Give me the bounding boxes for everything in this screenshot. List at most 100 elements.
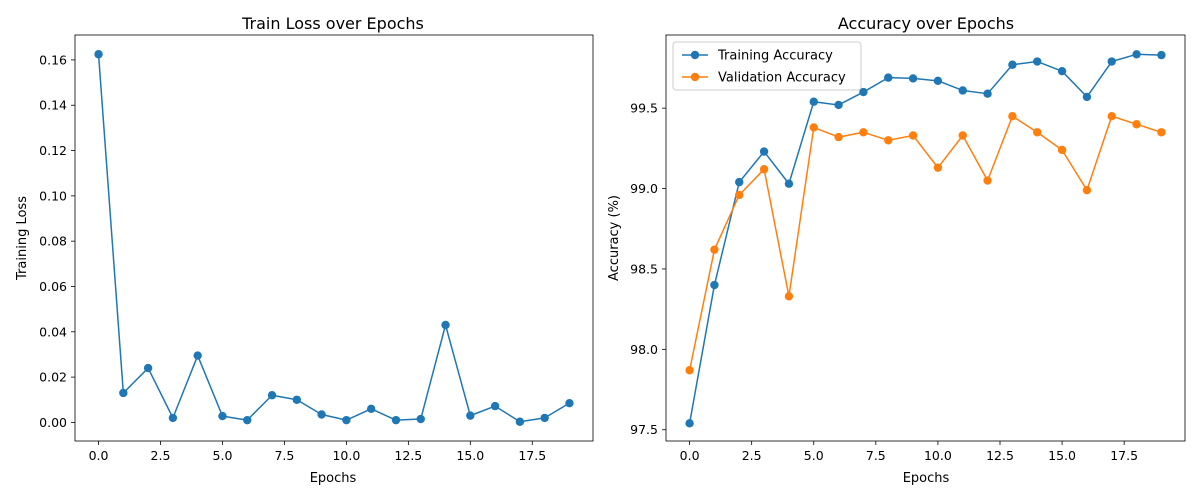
- data-point: [933, 76, 943, 86]
- x-tick-label: 12.5: [394, 448, 422, 463]
- x-tick-label: 5.0: [804, 448, 824, 463]
- x-tick-label: 15.0: [456, 448, 484, 463]
- legend-label-validation: Validation Accuracy: [718, 71, 846, 86]
- chart-title: Accuracy over Epochs: [838, 14, 1014, 33]
- data-point: [809, 123, 818, 132]
- data-point: [1107, 112, 1116, 121]
- data-point: [859, 128, 868, 137]
- data-point: [908, 131, 918, 140]
- x-tick-label: 10.0: [924, 448, 952, 463]
- data-point: [735, 190, 744, 200]
- series-line-1: [688, 53, 1162, 424]
- data-point: [267, 391, 277, 400]
- data-point: [685, 366, 694, 375]
- data-point: [143, 363, 153, 373]
- y-axis-label: Training Loss: [15, 196, 30, 281]
- x-axis-label: Epochs: [310, 471, 357, 486]
- accuracy-chart: Accuracy over Epochs Epochs Accuracy (%)…: [607, 14, 1186, 486]
- data-point: [490, 401, 500, 411]
- data-point: [515, 417, 525, 426]
- data-point: [884, 136, 893, 145]
- data-point: [735, 177, 744, 187]
- data-point: [884, 73, 893, 82]
- y-tick-label: 0.08: [39, 234, 67, 249]
- data-point: [685, 419, 694, 428]
- data-point: [809, 97, 818, 106]
- y-tick-label: 98.0: [630, 342, 658, 357]
- x-tick-label: 12.5: [986, 448, 1014, 463]
- y-tick-label: 99.0: [630, 181, 658, 196]
- data-point: [391, 415, 401, 425]
- axes-frame: [74, 34, 594, 442]
- y-tick-label: 0.12: [39, 143, 67, 158]
- x-tick-label: 0.0: [680, 448, 700, 463]
- y-axis-label: Accuracy (%): [607, 195, 622, 281]
- data-point: [342, 415, 351, 425]
- y-tick-label: 0.14: [39, 98, 67, 113]
- data-point: [958, 86, 967, 95]
- legend: Training Accuracy Validation Accuracy: [672, 41, 862, 91]
- data-point: [1057, 66, 1067, 76]
- axes-frame: [665, 34, 1186, 442]
- x-tick-label: 7.5: [866, 448, 886, 463]
- x-tick-label: 2.5: [742, 448, 762, 463]
- data-point: [317, 410, 326, 419]
- y-tick-label: 0.04: [39, 324, 67, 339]
- data-point: [1008, 112, 1017, 121]
- data-point: [1008, 60, 1017, 69]
- data-point: [540, 413, 549, 423]
- data-point: [1157, 128, 1166, 137]
- data-point: [983, 89, 992, 98]
- data-point: [834, 132, 843, 142]
- data-point: [565, 398, 574, 408]
- x-axis-label: Epochs: [903, 471, 950, 486]
- data-point: [1157, 50, 1166, 60]
- data-point: [1132, 50, 1141, 59]
- legend-marker-training: [690, 50, 700, 60]
- data-point: [759, 165, 769, 174]
- y-tick-label: 0.00: [39, 415, 67, 430]
- data-point: [119, 388, 128, 398]
- legend-marker-validation: [690, 72, 700, 82]
- data-point: [94, 50, 103, 59]
- x-tick-label: 7.5: [274, 448, 294, 463]
- x-tick-label: 0.0: [89, 448, 109, 463]
- data-point: [218, 411, 227, 421]
- data-point: [416, 414, 425, 424]
- data-point: [859, 87, 868, 97]
- y-tick-label: 99.5: [630, 101, 658, 116]
- x-tick-label: 17.5: [1110, 448, 1138, 463]
- x-tick-label: 15.0: [1048, 448, 1076, 463]
- y-tick-label: 0.02: [39, 370, 67, 385]
- data-point: [1082, 185, 1092, 195]
- data-point: [834, 100, 843, 110]
- tick-group: 0.0 2.5 5.0 7.5 10.0 12.5 15.0 17.5 97.5 98.0 98.5…: [630, 101, 1138, 463]
- data-point: [933, 163, 943, 172]
- y-tick-label: 0.16: [39, 52, 67, 67]
- x-tick-label: 2.5: [151, 448, 171, 463]
- x-tick-label: 17.5: [518, 448, 546, 463]
- data-point: [1107, 57, 1116, 66]
- data-point: [784, 179, 794, 188]
- data-point: [784, 292, 794, 301]
- data-point: [193, 351, 202, 360]
- data-point: [292, 395, 302, 404]
- legend-box: [672, 41, 862, 91]
- data-point: [466, 411, 475, 420]
- y-tick-label: 98.5: [630, 261, 658, 276]
- data-point: [983, 176, 992, 185]
- series-line-2: [688, 115, 1162, 371]
- y-tick-label: 0.10: [39, 188, 67, 203]
- data-point: [958, 131, 967, 140]
- data-point: [168, 413, 178, 423]
- data-point: [1082, 92, 1092, 102]
- tick-group: 0.0 2.5 5.0 7.5 10.0 12.5 15.0 17.5 0.00 0.02 0.04…: [39, 52, 546, 463]
- data-point: [441, 320, 450, 330]
- data-point: [1033, 128, 1042, 137]
- data-point: [710, 245, 719, 254]
- x-tick-label: 10.0: [332, 448, 360, 463]
- x-tick-label: 5.0: [213, 448, 233, 463]
- data-point: [1033, 57, 1042, 66]
- data-point: [366, 404, 376, 414]
